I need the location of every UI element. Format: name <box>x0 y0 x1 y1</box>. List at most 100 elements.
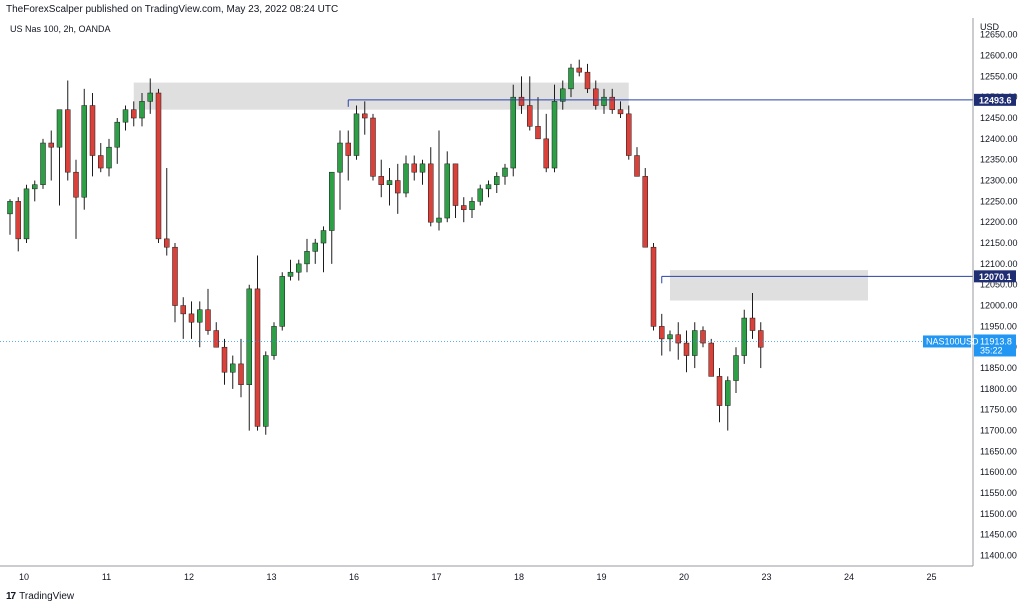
candle-body <box>353 113 360 156</box>
candle-79 <box>659 313 665 356</box>
candle-33 <box>279 272 285 331</box>
candle-body <box>683 342 690 356</box>
candle-45 <box>378 159 384 198</box>
candle-body <box>65 109 71 173</box>
supply-zone-0 <box>133 82 629 110</box>
x-tick-label: 24 <box>844 572 854 582</box>
candle-76 <box>634 147 640 177</box>
candle-body <box>131 109 137 119</box>
candle-body <box>444 163 450 219</box>
candle-body <box>139 101 145 119</box>
candle-62 <box>518 76 525 114</box>
candle-3 <box>32 180 38 202</box>
y-tick-label: 12650.00 <box>980 30 1018 40</box>
candle-body <box>56 109 63 148</box>
candle-69 <box>576 59 582 77</box>
candle-body <box>164 238 170 248</box>
candle-19 <box>164 168 170 256</box>
candle-body <box>180 305 186 315</box>
candle-47 <box>395 163 401 214</box>
x-tick-label: 19 <box>596 572 606 582</box>
candle-30 <box>254 255 261 431</box>
candle-27 <box>230 355 236 389</box>
candle-body <box>370 117 376 177</box>
candle-31 <box>263 351 269 435</box>
candle-body <box>230 363 236 373</box>
candle-body <box>81 105 87 198</box>
y-tick-label: 12200.00 <box>980 217 1018 227</box>
candle-body <box>650 246 657 327</box>
candle-17 <box>147 78 153 114</box>
supply-zone-1 <box>670 270 868 301</box>
candle-body <box>238 363 244 385</box>
candle-52 <box>436 130 442 231</box>
candle-49 <box>411 155 417 181</box>
candle-body <box>205 309 211 331</box>
x-tick-label: 20 <box>679 572 689 582</box>
candle-63 <box>527 76 533 131</box>
y-tick-label: 11450.00 <box>980 530 1017 540</box>
candle-68 <box>568 63 574 98</box>
candle-body <box>675 334 681 344</box>
candle-66 <box>551 84 558 173</box>
candle-body <box>725 380 731 406</box>
y-tick-label: 11950.00 <box>980 321 1017 331</box>
candle-37 <box>312 238 318 264</box>
candle-1 <box>15 197 21 252</box>
current-price-bg <box>974 334 1016 357</box>
candle-body <box>48 142 54 148</box>
candle-body <box>221 346 228 373</box>
symbol-info: US Nas 100, 2h, OANDA <box>10 24 111 34</box>
y-tick-label: 11600.00 <box>980 467 1017 477</box>
candle-body <box>395 180 401 194</box>
candle-body <box>411 163 417 173</box>
level-price-text: 12493.6 <box>979 95 1012 105</box>
candle-body <box>543 138 549 169</box>
y-tick-label: 11750.00 <box>980 405 1017 415</box>
candle-25 <box>213 322 219 348</box>
candle-body <box>741 317 747 356</box>
candle-body <box>197 309 203 323</box>
candle-23 <box>197 301 203 348</box>
y-tick-label: 11800.00 <box>980 384 1017 394</box>
candle-body <box>172 246 178 306</box>
candle-body <box>692 330 698 356</box>
candle-body <box>403 163 409 194</box>
candle-body <box>535 126 541 140</box>
y-tick-label: 11850.00 <box>980 363 1017 373</box>
candle-body <box>733 355 739 381</box>
candle-57 <box>477 184 483 206</box>
y-tick-label: 11700.00 <box>980 426 1017 436</box>
candle-48 <box>403 155 409 198</box>
candle-15 <box>131 101 137 127</box>
y-tick-label: 11400.00 <box>980 551 1017 561</box>
candle-0 <box>7 199 13 235</box>
candle-5 <box>48 130 54 181</box>
candle-body <box>749 317 756 331</box>
level-price-label-1: 12070.1 <box>974 270 1016 283</box>
candle-2 <box>23 184 30 244</box>
countdown-timer: 35:22 <box>980 345 1003 355</box>
candle-body <box>114 121 120 148</box>
candle-body <box>560 88 566 102</box>
tradingview-logo-text: TradingView <box>19 591 75 602</box>
current-price-label: 11913.835:22 <box>974 334 1016 357</box>
candle-body <box>469 201 475 210</box>
x-tick-label: 16 <box>349 572 359 582</box>
candle-body <box>634 155 640 177</box>
candle-61 <box>510 84 516 177</box>
zones-layer <box>133 82 868 301</box>
level-price-bg <box>974 93 1016 106</box>
candle-41 <box>345 130 351 181</box>
candle-67 <box>560 80 566 110</box>
candle-body <box>147 92 153 102</box>
candle-body <box>659 326 665 340</box>
candle-body <box>23 188 30 240</box>
tradingview-footer: 17 TradingView <box>6 591 74 602</box>
publisher-header: TheForexScalper published on TradingView… <box>6 4 339 15</box>
y-tick-label: 12000.00 <box>980 301 1018 311</box>
current-price-value: 11913.8 <box>980 336 1012 346</box>
candle-body <box>527 105 533 127</box>
